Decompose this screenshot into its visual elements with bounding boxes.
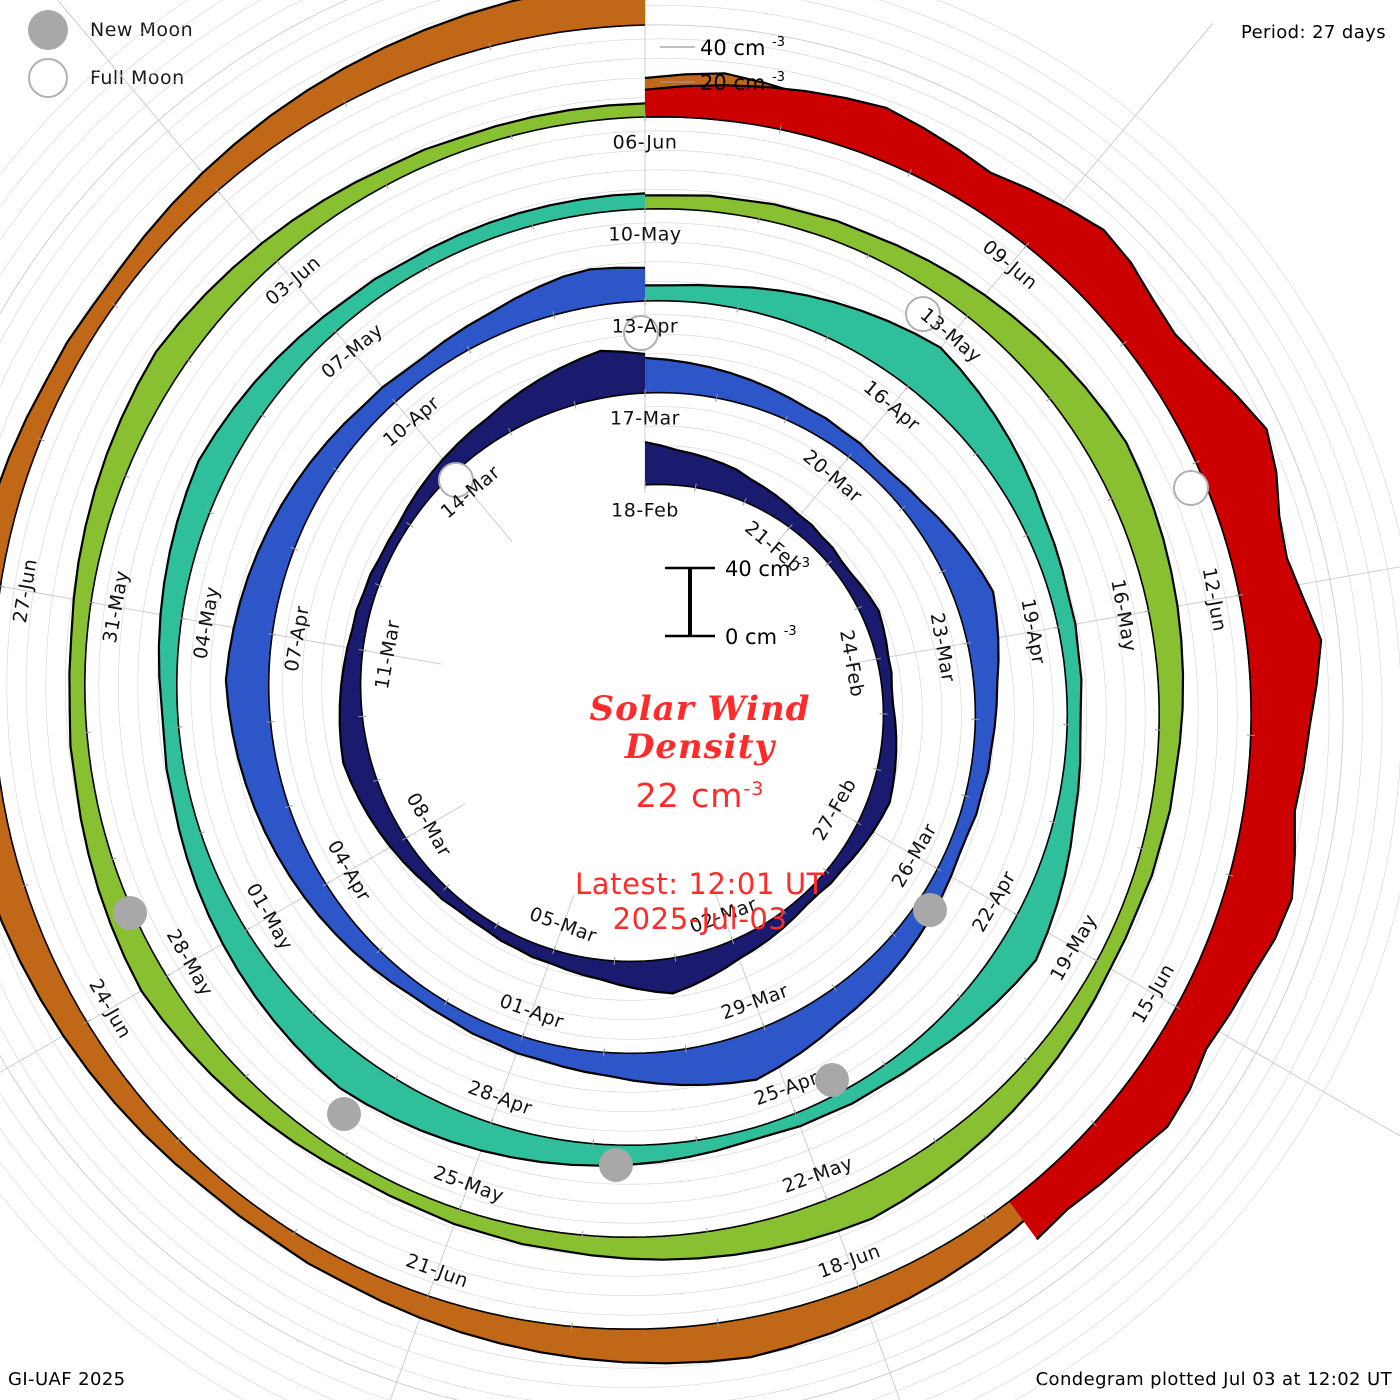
ring-date-label: 17-Mar xyxy=(610,408,680,430)
density-band-03-Jul xyxy=(645,85,1322,1240)
moon-phase-legend: New Moon Full Moon xyxy=(18,6,193,102)
footer-plot-time: Condegram plotted Jul 03 at 12:02 UT xyxy=(1035,1369,1392,1390)
ring-date-label: 02-Mar xyxy=(687,893,760,938)
outer-axis-tick-40: 40 cm -3 xyxy=(700,35,785,60)
outer-axis-labels: 40 cm -3 20 cm -3 xyxy=(660,35,785,95)
period-label: Period: 27 days xyxy=(1240,22,1386,43)
new-moon-marker xyxy=(327,1097,361,1131)
ring-date-label: 21-Jun xyxy=(403,1250,471,1293)
outer-axis-tick-20: 20 cm -3 xyxy=(700,70,785,95)
ring-date-label: 29-Mar xyxy=(718,980,791,1025)
ring-date-label: 13-Apr xyxy=(612,316,679,338)
new-moon-marker xyxy=(913,893,947,927)
ring-date-label: 11-Mar xyxy=(371,618,405,691)
ring-date-label: 12-Jun xyxy=(1198,566,1231,634)
full-moon-marker xyxy=(1173,470,1209,506)
new-moon-marker xyxy=(113,896,147,930)
ring-date-label: 10-May xyxy=(608,224,681,246)
footer-credit: GI-UAF 2025 xyxy=(8,1369,126,1390)
ring-date-label: 05-Mar xyxy=(526,903,599,948)
full-moon-marker xyxy=(905,296,941,332)
scale-bar-bottom-label: 0 cm -3 xyxy=(725,624,797,649)
ring-date-label: 31-May xyxy=(99,569,133,645)
scale-bar-top-label: 40 cm -3 xyxy=(725,556,810,581)
scale-bar: 40 cm -3 0 cm -3 xyxy=(665,556,810,649)
ring-date-label: 24-Feb xyxy=(835,628,868,698)
ring-date-label: 01-Apr xyxy=(497,990,567,1033)
ring-date-label: 04-May xyxy=(190,585,224,661)
legend-label-full-moon: Full Moon xyxy=(90,67,185,89)
ring-date-label: 19-Apr xyxy=(1016,597,1049,666)
new-moon-marker xyxy=(599,1148,633,1182)
ring-date-label: 18-Jun xyxy=(815,1240,883,1283)
ring-date-label: 16-May xyxy=(1106,578,1140,654)
legend-item-new-moon: New Moon xyxy=(18,6,193,54)
ring-date-label: 28-Apr xyxy=(465,1076,535,1119)
ring-date-label: 22-May xyxy=(780,1152,856,1198)
legend-label-new-moon: New Moon xyxy=(90,19,194,41)
date-label-layer: 18-Feb21-Feb24-Feb27-Feb02-Mar05-Mar08-M… xyxy=(9,132,1231,1293)
moon-marker-layer xyxy=(113,296,1209,1182)
ring-date-label: 23-Mar xyxy=(926,611,960,684)
new-moon-icon xyxy=(28,10,68,50)
ring-date-label: 27-Jun xyxy=(9,557,42,625)
full-moon-marker xyxy=(623,315,659,351)
legend-item-full-moon: Full Moon xyxy=(18,54,193,102)
ring-date-label: 07-Apr xyxy=(281,604,314,673)
full-moon-icon xyxy=(28,58,68,98)
density-traces-layer xyxy=(0,0,1323,1365)
ring-date-label: 06-Jun xyxy=(613,132,678,154)
new-moon-marker xyxy=(815,1063,849,1097)
ring-date-label: 18-Feb xyxy=(611,500,679,522)
full-moon-marker xyxy=(438,462,474,498)
ring-date-label: 25-May xyxy=(430,1162,506,1208)
radial-tick-layer xyxy=(0,42,1255,1331)
